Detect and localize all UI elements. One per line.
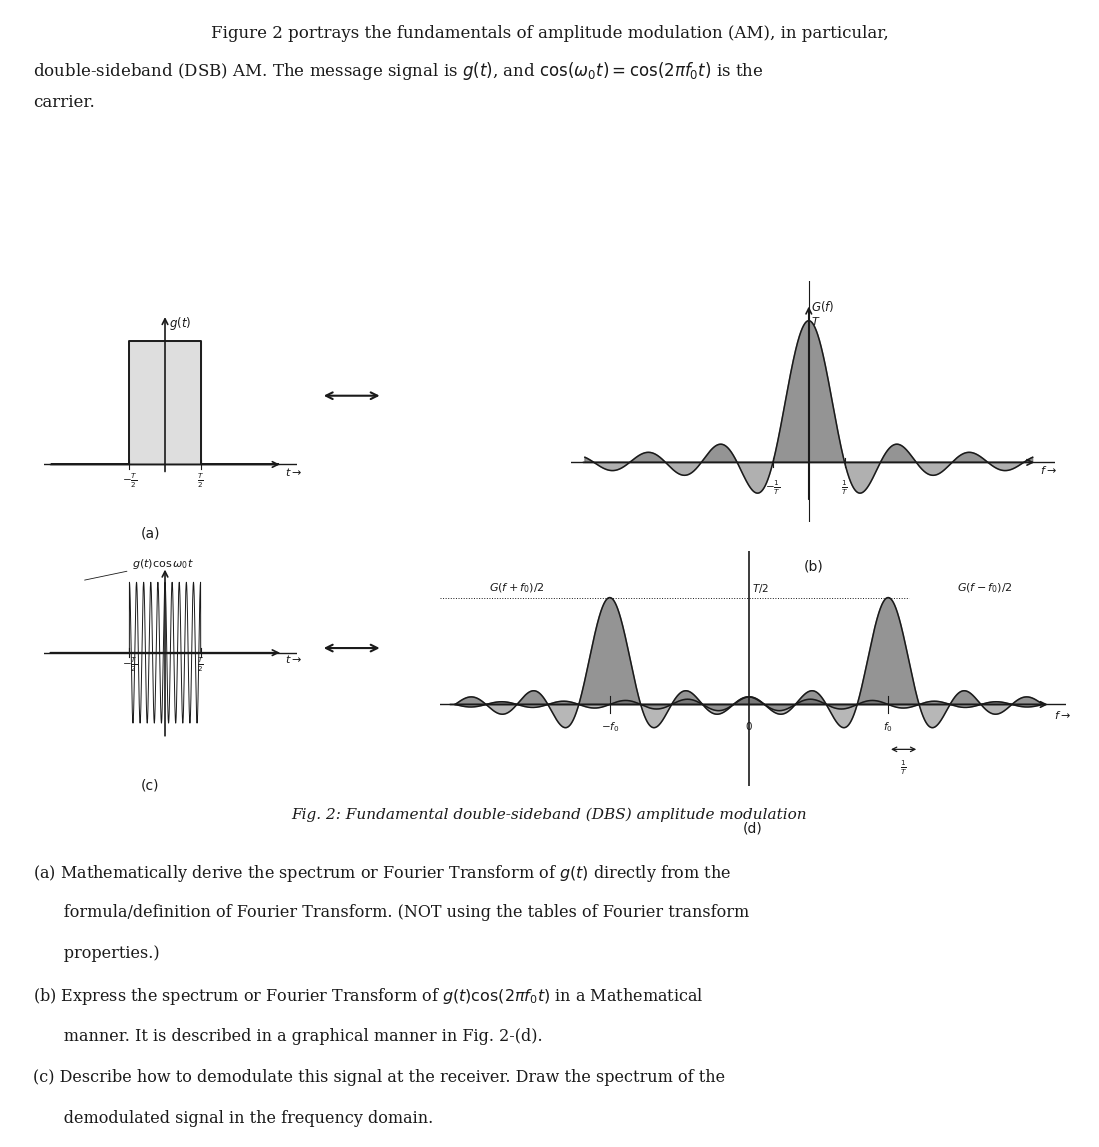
Text: $0$: $0$ [745, 720, 753, 732]
Text: $f\rightarrow$: $f\rightarrow$ [1054, 710, 1070, 721]
Text: (b): (b) [803, 559, 823, 574]
Text: formula/definition of Fourier Transform. (NOT using the tables of Fourier transf: formula/definition of Fourier Transform.… [33, 904, 750, 921]
Text: (c) Describe how to demodulate this signal at the receiver. Draw the spectrum of: (c) Describe how to demodulate this sign… [33, 1069, 725, 1086]
Text: $t\rightarrow$: $t\rightarrow$ [285, 466, 302, 477]
Text: $T$: $T$ [811, 315, 821, 327]
Text: $-f_0$: $-f_0$ [600, 720, 619, 734]
Text: $\frac{1}{T}$: $\frac{1}{T}$ [900, 758, 907, 777]
Text: $G(f+f_0)/2$: $G(f+f_0)/2$ [489, 582, 545, 595]
Text: carrier.: carrier. [33, 94, 95, 111]
Text: $T/2$: $T/2$ [752, 583, 769, 595]
Text: $-\frac{T}{2}$: $-\frac{T}{2}$ [122, 471, 137, 490]
Text: (b) Express the spectrum or Fourier Transform of $g(t)\cos(2\pi f_0 t)$ in a Mat: (b) Express the spectrum or Fourier Tran… [33, 986, 703, 1007]
Text: properties.): properties.) [33, 945, 159, 962]
Text: (c): (c) [141, 779, 159, 793]
Text: $\frac{T}{2}$: $\frac{T}{2}$ [197, 471, 204, 490]
Text: $G(f)$: $G(f)$ [811, 298, 835, 314]
Text: double-sideband (DSB) AM. The message signal is $g(t)$, and $\mathrm{cos}(\omega: double-sideband (DSB) AM. The message si… [33, 60, 764, 81]
Text: Fig. 2: Fundamental double-sideband (DBS) amplitude modulation: Fig. 2: Fundamental double-sideband (DBS… [291, 807, 808, 822]
Text: $G(f-f_0)/2$: $G(f-f_0)/2$ [957, 582, 1012, 595]
Text: manner. It is described in a graphical manner in Fig. 2-(d).: manner. It is described in a graphical m… [33, 1028, 543, 1045]
Text: (a) Mathematically derive the spectrum or Fourier Transform of $g(t)$ directly f: (a) Mathematically derive the spectrum o… [33, 863, 731, 883]
Text: $f_0$: $f_0$ [884, 720, 893, 734]
Text: $f\rightarrow$: $f\rightarrow$ [1040, 463, 1056, 476]
Text: (d): (d) [743, 821, 763, 836]
Text: (a): (a) [141, 526, 159, 540]
Text: demodulated signal in the frequency domain.: demodulated signal in the frequency doma… [33, 1110, 433, 1128]
Text: $-\frac{1}{T}$: $-\frac{1}{T}$ [765, 478, 780, 497]
Text: $\frac{T}{2}$: $\frac{T}{2}$ [197, 656, 204, 674]
Text: $g(t)$: $g(t)$ [168, 314, 191, 331]
Text: $-\frac{T}{2}$: $-\frac{T}{2}$ [122, 656, 137, 674]
Text: $\frac{1}{T}$: $\frac{1}{T}$ [841, 478, 848, 497]
Text: Figure 2 portrays the fundamentals of amplitude modulation (AM), in particular,: Figure 2 portrays the fundamentals of am… [211, 25, 888, 42]
Text: $g(t)\cos\omega_0 t$: $g(t)\cos\omega_0 t$ [85, 556, 195, 580]
Text: $t\rightarrow$: $t\rightarrow$ [285, 654, 302, 665]
